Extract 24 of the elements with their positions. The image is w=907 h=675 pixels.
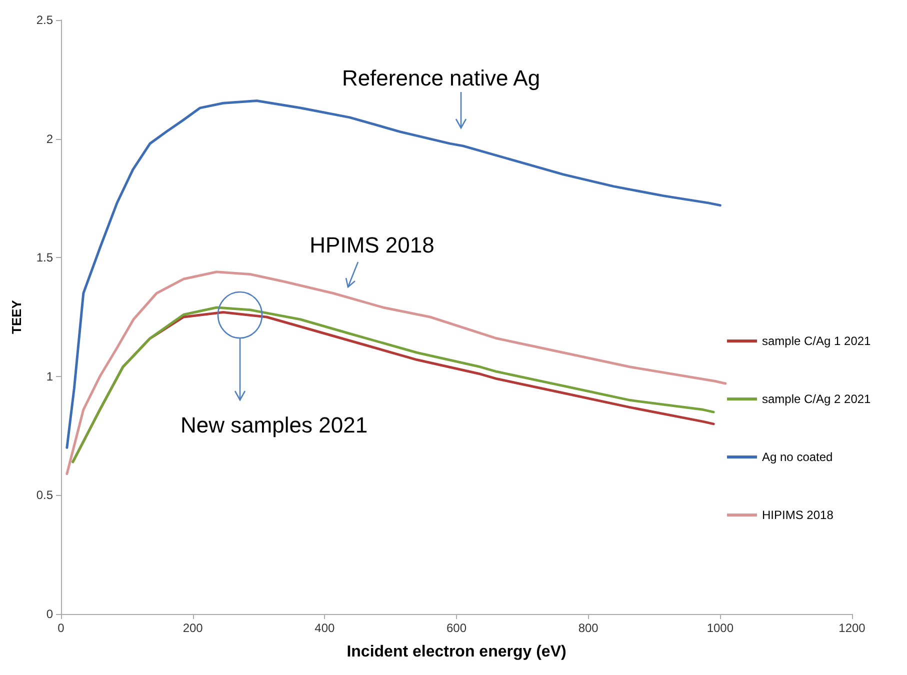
x-tick-label: 0 — [58, 621, 65, 635]
y-tick-label: 2.5 — [36, 13, 54, 27]
x-axis-title: Incident electron energy (eV) — [346, 644, 566, 660]
legend-label: sample C/Ag 2 2021 — [762, 392, 872, 406]
annotation: New samples 2021 — [180, 412, 368, 438]
x-tick-label: 800 — [578, 621, 599, 635]
legend-label: HIPIMS 2018 — [762, 508, 834, 522]
annotation: HPIMS 2018 — [310, 232, 434, 258]
y-tick-label: 0.5 — [36, 488, 54, 502]
y-tick-label: 1 — [46, 369, 54, 384]
y-tick-label: 2 — [46, 132, 54, 146]
legend-label: Ag no coated — [762, 450, 833, 464]
x-tick-label: 400 — [314, 621, 335, 635]
x-tick-label: 1200 — [838, 621, 866, 635]
y-axis-title: TEEY — [9, 300, 24, 334]
y-tick-label: 0 — [46, 607, 54, 621]
x-tick-label: 1000 — [706, 621, 734, 635]
line-series — [66, 270, 727, 476]
annotation: Reference native Ag — [342, 66, 540, 90]
legend-label: sample C/Ag 1 2021 — [762, 334, 872, 348]
line-series — [66, 100, 722, 449]
x-tick-label: 600 — [446, 621, 467, 635]
x-tick-label: 200 — [182, 621, 204, 635]
y-tick-label: 1.5 — [36, 250, 54, 265]
